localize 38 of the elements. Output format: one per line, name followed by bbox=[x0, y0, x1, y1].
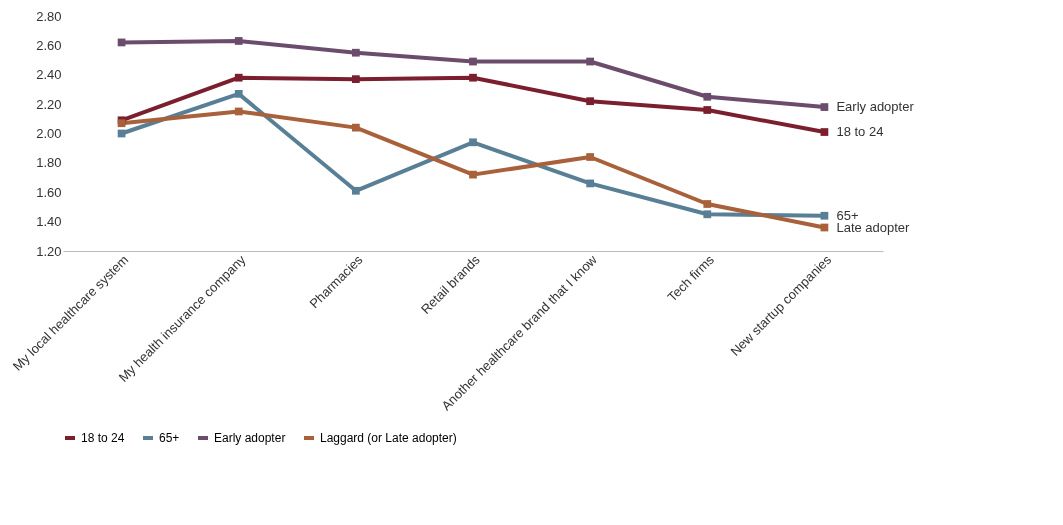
point bbox=[820, 211, 829, 220]
annotation: Early adopter bbox=[836, 99, 915, 115]
point bbox=[234, 37, 243, 45]
y-tick-label: 1.40 bbox=[36, 214, 62, 230]
y-tick-label: 1.80 bbox=[36, 155, 62, 171]
point bbox=[469, 170, 477, 179]
point bbox=[703, 92, 712, 101]
point bbox=[820, 128, 829, 136]
y-tick-label: 1.20 bbox=[36, 243, 62, 259]
legend-label: 65+ bbox=[159, 431, 180, 445]
annotation: 18 to 24 bbox=[836, 124, 884, 140]
point bbox=[586, 153, 595, 161]
y-tick-label: 1.60 bbox=[36, 184, 62, 200]
point bbox=[703, 200, 712, 208]
point bbox=[703, 106, 712, 114]
point bbox=[234, 89, 243, 98]
legend-label: Early adopter bbox=[214, 431, 286, 445]
point bbox=[351, 48, 360, 57]
legend-label: Laggard (or Late adopter) bbox=[320, 431, 457, 445]
point bbox=[586, 179, 595, 188]
point bbox=[351, 186, 360, 195]
legend-label: 18 to 24 bbox=[81, 431, 125, 445]
point bbox=[586, 57, 595, 66]
y-tick-label: 2.80 bbox=[36, 8, 62, 24]
point bbox=[469, 73, 477, 82]
point bbox=[351, 75, 360, 84]
y-tick-label: 2.60 bbox=[36, 37, 62, 53]
point bbox=[820, 103, 829, 111]
point bbox=[703, 210, 712, 219]
y-tick-label: 2.20 bbox=[36, 96, 62, 112]
point bbox=[234, 73, 243, 82]
point bbox=[586, 97, 595, 106]
y-tick-label: 2.40 bbox=[36, 67, 62, 83]
point bbox=[351, 123, 360, 132]
point bbox=[234, 107, 243, 116]
point bbox=[469, 57, 477, 66]
point bbox=[469, 138, 477, 147]
y-tick-label: 2.00 bbox=[36, 126, 62, 141]
